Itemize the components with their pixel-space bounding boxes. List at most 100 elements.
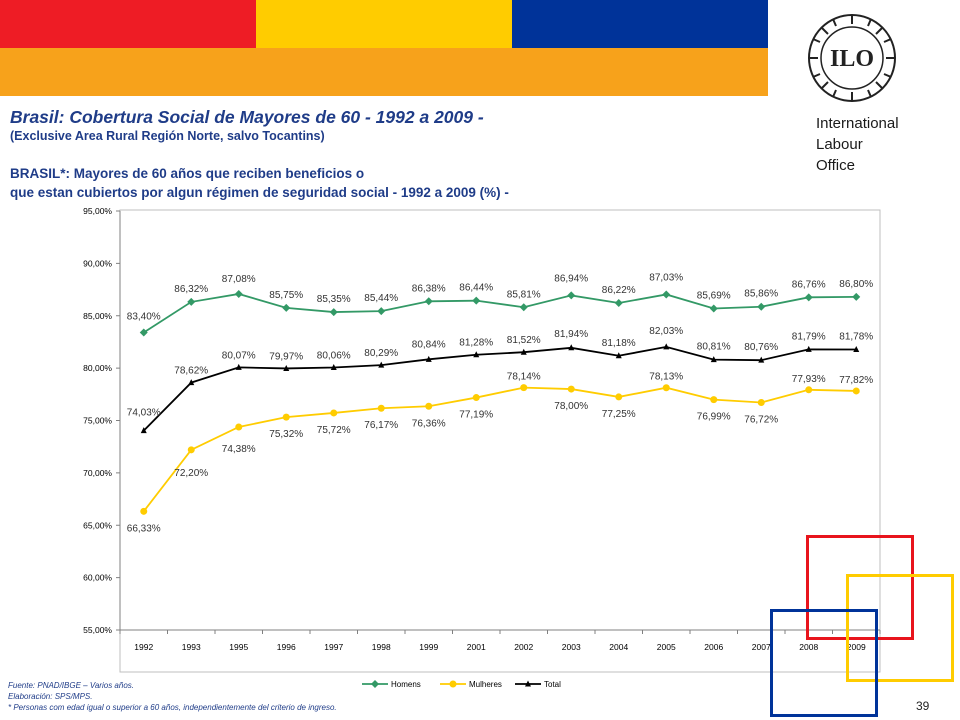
data-label-mulheres: 76,99% (697, 412, 731, 423)
data-point-mulheres (330, 409, 338, 417)
data-point-homens (519, 303, 528, 312)
x-tick-label: 2008 (799, 642, 818, 652)
x-tick-label: 1998 (372, 642, 391, 652)
data-label-total: 81,78% (839, 331, 873, 342)
data-point-mulheres (425, 402, 433, 410)
x-tick-label: 1992 (134, 642, 153, 652)
x-tick-label: 2001 (467, 642, 486, 652)
data-point-total (473, 351, 480, 358)
data-point-total (188, 379, 195, 386)
y-tick-label: 80,00% (83, 363, 112, 373)
data-point-homens (377, 307, 386, 316)
org-line-3: Office (816, 157, 855, 174)
page-subtitle: (Exclusive Area Rural Región Norte, salv… (10, 129, 325, 143)
legend-label-mulheres: Mulheres (469, 680, 502, 689)
data-label-total: 80,29% (364, 348, 398, 359)
band-orange (0, 48, 768, 96)
data-label-total: 80,07% (222, 350, 256, 361)
data-point-homens (472, 296, 481, 305)
x-tick-label: 1996 (277, 642, 296, 652)
data-label-total: 81,94% (554, 329, 588, 340)
data-label-homens: 86,38% (412, 283, 446, 294)
x-tick-label: 2009 (847, 642, 866, 652)
data-label-homens: 86,94% (554, 273, 588, 284)
data-point-mulheres (520, 384, 528, 392)
data-point-total (805, 345, 812, 352)
data-label-mulheres: 78,14% (507, 372, 541, 383)
data-label-total: 82,03% (649, 326, 683, 337)
data-point-mulheres (852, 387, 860, 395)
footnote-source: Fuente: PNAD/IBGE – Varios años. (8, 681, 134, 690)
data-point-mulheres (615, 393, 623, 401)
data-label-mulheres: 75,72% (317, 425, 351, 436)
data-label-total: 74,03% (127, 408, 161, 419)
page-number: 39 (916, 699, 930, 713)
band-red (0, 0, 256, 48)
data-label-mulheres: 66,33% (127, 523, 161, 534)
data-point-total (710, 356, 717, 363)
y-tick-label: 55,00% (83, 625, 112, 635)
band-yellow (256, 0, 512, 48)
data-label-mulheres: 76,72% (744, 414, 778, 425)
data-label-total: 80,81% (697, 342, 731, 353)
plot-frame (119, 209, 881, 673)
data-point-homens (804, 293, 813, 302)
data-point-homens (187, 297, 196, 306)
data-point-total (758, 356, 765, 363)
data-label-mulheres: 78,13% (649, 372, 683, 383)
data-point-mulheres (662, 384, 670, 392)
chart-heading: BRASIL*: Mayores de 60 años que reciben … (10, 164, 509, 202)
data-label-total: 79,97% (269, 351, 303, 362)
data-label-homens: 85,44% (364, 293, 398, 304)
data-label-homens: 85,69% (697, 291, 731, 302)
data-label-mulheres: 78,00% (554, 401, 588, 412)
data-point-mulheres (710, 396, 718, 404)
organization-name: International Labour Office (816, 113, 899, 176)
data-point-homens (662, 290, 671, 299)
data-point-homens (139, 328, 148, 337)
data-label-mulheres: 72,20% (174, 468, 208, 479)
data-label-mulheres: 74,38% (222, 444, 256, 455)
data-label-homens: 85,81% (507, 289, 541, 300)
x-tick-label: 1997 (324, 642, 343, 652)
legend-label-homens: Homens (391, 680, 421, 689)
data-point-total (615, 352, 622, 359)
data-point-mulheres (567, 385, 575, 393)
data-label-total: 80,06% (317, 350, 351, 361)
data-point-total (283, 364, 290, 371)
data-label-homens: 85,35% (317, 294, 351, 305)
ilo-logo: ILO (808, 14, 896, 102)
decor-square-yellow (846, 574, 954, 682)
legend-label-total: Total (544, 680, 561, 689)
data-label-total: 81,18% (602, 338, 636, 349)
y-tick-label: 70,00% (83, 468, 112, 478)
data-label-total: 81,28% (459, 338, 493, 349)
data-label-homens: 83,40% (127, 312, 161, 323)
y-tick-label: 65,00% (83, 520, 112, 530)
y-tick-label: 90,00% (83, 258, 112, 268)
series-line-total (143, 345, 857, 432)
data-label-homens: 86,44% (459, 283, 493, 294)
x-tick-label: 2002 (514, 642, 533, 652)
svg-text:ILO: ILO (830, 46, 874, 72)
y-tick-label: 75,00% (83, 416, 112, 426)
data-label-mulheres: 77,19% (459, 410, 493, 421)
data-label-mulheres: 76,36% (412, 418, 446, 429)
y-tick-label: 85,00% (83, 311, 112, 321)
data-label-mulheres: 75,32% (269, 429, 303, 440)
data-point-total (520, 348, 527, 355)
data-point-total (663, 343, 670, 350)
data-label-total: 81,52% (507, 335, 541, 346)
data-point-total (568, 344, 575, 351)
data-label-homens: 87,03% (649, 272, 683, 283)
data-label-homens: 86,32% (174, 284, 208, 295)
data-point-total (330, 363, 337, 370)
page-title: Brasil: Cobertura Social de Mayores de 6… (10, 107, 484, 127)
data-point-total (425, 355, 432, 362)
footnote-note: * Personas com edad igual o superior a 6… (8, 703, 337, 712)
data-label-homens: 86,76% (792, 279, 826, 290)
footnotes: Fuente: PNAD/IBGE – Varios años. Elabora… (8, 680, 337, 713)
data-point-total (853, 345, 860, 352)
data-point-total (140, 427, 147, 434)
footnote-elaboration: Elaboración: SPS/MPS. (8, 692, 93, 701)
